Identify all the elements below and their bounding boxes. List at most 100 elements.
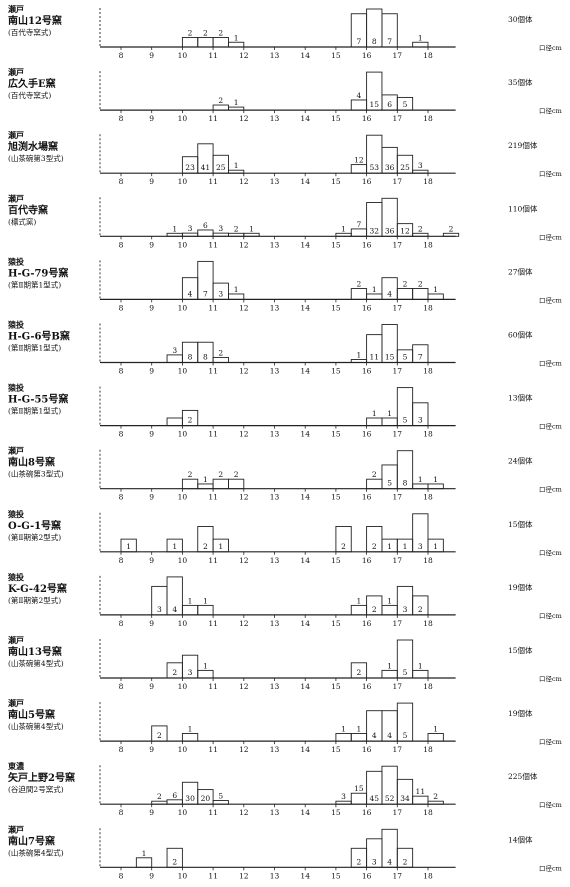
x-tick-label: 8: [119, 556, 124, 565]
x-tick-label: 13: [270, 303, 280, 312]
histogram-bar: [412, 595, 429, 616]
panel-kiln-name: K-G-42号窯: [8, 582, 67, 595]
bar-count-label: 23: [185, 163, 195, 172]
histogram-bar: [166, 232, 183, 237]
x-tick-label: 10: [178, 240, 188, 249]
panel-total: 27個体: [508, 266, 533, 276]
x-tick-label: 10: [178, 493, 188, 502]
panel-total: 24個体: [508, 456, 533, 466]
bar-count-label: 1: [387, 596, 392, 605]
x-tick-label: 17: [393, 114, 403, 123]
panel-kiln-name: O-G-1号窯: [8, 519, 61, 532]
histogram-bar: [412, 288, 429, 300]
histogram-bar: [412, 402, 429, 427]
histogram-bar: [212, 154, 229, 174]
x-tick-label: 11: [208, 682, 218, 691]
x-tick-label: 16: [362, 556, 372, 565]
x-tick-label: 10: [178, 114, 188, 123]
histogram-bar: [350, 288, 368, 300]
bar-count-label: 1: [433, 285, 438, 294]
histogram-bar: [366, 478, 383, 490]
panel-kiln-type: (谷迫間2号窯式): [8, 784, 64, 794]
bar-count-label: 4: [172, 605, 177, 614]
histogram-bar: [181, 409, 199, 427]
x-tick-label: 13: [270, 177, 280, 186]
x-tick-label: 15: [331, 303, 341, 312]
bar-count-label: 2: [341, 542, 346, 551]
panel-5: 猿投H-G-79号窯(第Ⅱ期第1型式)4 7 3 121 42 218 9 10 11 12 13 1…: [7, 256, 562, 312]
bar-count-label: 1: [357, 596, 362, 605]
bar-count-label: 2: [234, 224, 239, 233]
x-tick-label: 17: [393, 430, 403, 439]
bar-count-label: 36: [385, 226, 395, 235]
panel-region: 瀬戸: [8, 130, 24, 140]
x-tick-label: 15: [331, 367, 341, 376]
panel-kiln-name: 百代寺窯: [8, 203, 48, 216]
bar-count-label: 2: [234, 470, 239, 479]
panel-region: 瀬戸: [8, 446, 24, 456]
x-tick-label: 9: [149, 303, 154, 312]
x-tick-label: 9: [149, 240, 154, 249]
bar-count-label: 4: [387, 731, 392, 740]
x-tick-label: 18: [423, 240, 433, 249]
bar-count-label: 25: [216, 163, 226, 172]
bar-count-label: 2: [157, 731, 162, 740]
x-tick-label: 14: [300, 51, 310, 60]
x-tick-label: 13: [270, 619, 280, 628]
bar-count-label: 1: [234, 285, 239, 294]
x-tick-label: 12: [239, 556, 249, 565]
x-tick-label: 17: [393, 745, 403, 754]
x-tick-label: 11: [208, 240, 218, 249]
x-tick-label: 16: [362, 367, 372, 376]
histogram-bar: [197, 669, 214, 679]
x-tick-label: 12: [239, 619, 249, 628]
x-axis-unit: 口径cm: [539, 737, 562, 746]
x-tick-label: 13: [270, 556, 280, 565]
bar-count-label: 3: [418, 416, 423, 425]
x-tick-label: 17: [393, 51, 403, 60]
panel-total: 110個体: [508, 203, 538, 213]
panel-total: 13個体: [508, 393, 533, 403]
x-axis-unit: 口径cm: [539, 232, 562, 241]
bar-count-label: 3: [372, 857, 377, 866]
x-tick-label: 16: [362, 51, 372, 60]
panel-kiln-type: (山茶碗第4型式): [8, 847, 64, 857]
x-tick-label: 13: [270, 808, 280, 817]
x-tick-label: 12: [239, 240, 249, 249]
x-tick-label: 10: [178, 51, 188, 60]
histogram-bar: [181, 37, 199, 48]
bar-count-label: 2: [357, 668, 362, 677]
histogram-bar: [197, 483, 214, 490]
bar-count-label: 32: [370, 226, 380, 235]
x-tick-label: 15: [331, 745, 341, 754]
bar-count-label: 2: [418, 605, 423, 614]
x-tick-label: 9: [149, 493, 154, 502]
histogram-bar: [151, 725, 168, 742]
bar-count-label: 1: [341, 224, 346, 233]
panel-region: 瀬戸: [8, 824, 24, 834]
bar-count-label: 30: [185, 794, 195, 803]
panel-kiln-name: 広久手E窯: [8, 77, 56, 90]
histogram-bar: [381, 197, 398, 237]
bar-count-label: 11: [370, 353, 380, 362]
x-tick-label: 12: [239, 493, 249, 502]
x-tick-label: 12: [239, 177, 249, 186]
x-tick-label: 18: [423, 871, 433, 880]
x-tick-label: 14: [300, 556, 310, 565]
x-axis-unit: 口径cm: [539, 169, 562, 178]
x-tick-label: 11: [208, 619, 218, 628]
bar-count-label: 3: [188, 224, 193, 233]
bar-count-label: 4: [387, 857, 392, 866]
bar-count-label: 3: [341, 792, 346, 801]
bar-count-label: 2: [218, 96, 223, 105]
bar-count-label: 12: [400, 226, 410, 235]
x-tick-label: 13: [270, 682, 280, 691]
panel-kiln-name: 旭渕水場窯: [7, 140, 58, 153]
bar-count-label: 2: [372, 605, 377, 614]
bar-count-label: 1: [433, 475, 438, 484]
bar-count-label: 3: [418, 542, 423, 551]
x-tick-label: 9: [149, 114, 154, 123]
